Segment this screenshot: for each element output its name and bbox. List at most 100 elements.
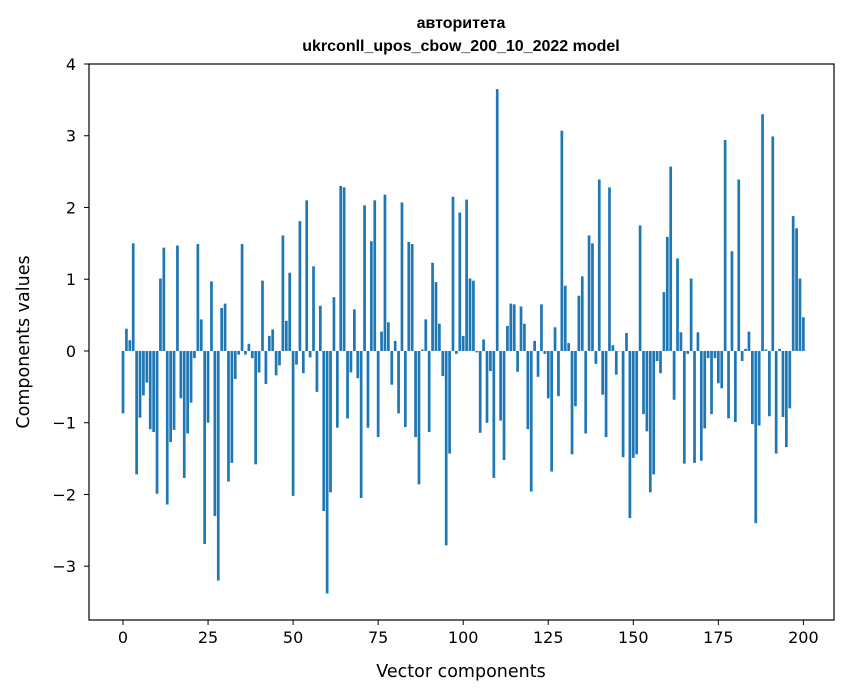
bar-172 (706, 350, 710, 359)
bar-116 (516, 350, 519, 372)
y-tick-label: −2 (52, 485, 76, 504)
bar-72 (366, 350, 370, 428)
bar-34 (237, 350, 241, 355)
bar-99 (458, 212, 462, 351)
bar-22 (196, 244, 200, 351)
bar-149 (628, 350, 632, 519)
y-tick-label: 2 (66, 198, 76, 217)
bar-160 (665, 236, 669, 351)
bar-130 (563, 285, 567, 351)
bar-178 (727, 350, 730, 419)
bar-98 (455, 350, 458, 354)
bar-153 (642, 350, 645, 415)
bar-175 (716, 350, 720, 384)
y-tick-label: 0 (66, 342, 76, 361)
bar-139 (594, 350, 598, 364)
bar-19 (186, 350, 190, 434)
x-tick-label: 75 (368, 628, 388, 647)
bar-67 (349, 350, 353, 373)
bar-80 (393, 340, 397, 351)
bar-21 (193, 350, 196, 359)
bar-169 (696, 332, 700, 351)
bar-45 (274, 350, 278, 376)
bar-79 (390, 350, 394, 385)
bar-111 (499, 350, 502, 421)
bar-129 (560, 130, 564, 351)
bar-128 (557, 350, 560, 397)
bar-82 (400, 202, 404, 351)
bar-64 (339, 185, 343, 351)
bar-92 (434, 282, 438, 351)
bar-2 (128, 340, 132, 351)
bar-37 (247, 343, 251, 351)
bar-75 (376, 350, 380, 438)
bar-9 (152, 350, 155, 433)
y-tick-label: −3 (52, 557, 76, 576)
bar-182 (740, 350, 744, 362)
bar-143 (608, 187, 611, 351)
bar-53 (301, 350, 305, 374)
bar-78 (387, 322, 390, 351)
bar-141 (601, 350, 605, 395)
bar-81 (397, 350, 400, 414)
bar-177 (723, 140, 727, 351)
bar-105 (478, 350, 482, 433)
bar-51 (295, 350, 298, 365)
bar-131 (567, 343, 571, 351)
bar-132 (570, 350, 574, 455)
bars-group (121, 89, 805, 594)
bar-35 (240, 244, 244, 351)
bar-84 (407, 241, 411, 351)
bar-32 (230, 350, 234, 463)
bar-10 (155, 350, 159, 494)
bar-24 (203, 350, 207, 544)
bar-136 (584, 350, 588, 434)
bar-59 (322, 350, 326, 511)
bar-104 (475, 350, 479, 353)
bar-183 (744, 348, 747, 351)
bar-165 (682, 350, 686, 464)
bar-49 (288, 272, 292, 351)
bar-118 (523, 323, 526, 351)
x-tick-label: 125 (533, 628, 564, 647)
bar-13 (165, 350, 169, 505)
bar-126 (550, 350, 554, 472)
bar-123 (540, 304, 543, 351)
bar-3 (131, 243, 135, 351)
y-tick-label: −1 (52, 414, 76, 433)
bar-28 (216, 350, 220, 581)
bar-68 (352, 309, 356, 351)
bar-44 (271, 329, 275, 351)
bar-147 (621, 350, 625, 458)
x-tick-label: 100 (448, 628, 479, 647)
bar-193 (778, 348, 781, 351)
bar-159 (662, 292, 666, 351)
bar-196 (788, 350, 792, 409)
bar-58 (318, 305, 322, 351)
bar-135 (580, 276, 584, 351)
y-tick-label: 3 (66, 127, 76, 146)
bar-30 (223, 303, 227, 351)
bar-41 (261, 280, 264, 351)
bar-156 (652, 350, 656, 475)
bar-163 (676, 258, 679, 351)
bar-142 (604, 350, 608, 438)
bar-101 (465, 199, 468, 351)
bar-171 (703, 350, 707, 429)
bar-170 (699, 350, 703, 461)
bar-112 (502, 350, 506, 461)
bar-194 (781, 350, 785, 417)
bar-29 (220, 307, 224, 351)
bar-18 (182, 350, 186, 478)
bar-33 (233, 350, 237, 379)
bar-76 (380, 331, 383, 351)
bar-120 (529, 350, 533, 492)
bar-60 (325, 350, 329, 594)
bar-83 (404, 350, 407, 428)
bar-57 (315, 350, 319, 392)
bar-109 (492, 350, 496, 478)
x-axis-label: Vector components (376, 662, 545, 682)
bar-100 (461, 335, 465, 351)
bar-12 (162, 247, 166, 351)
bar-167 (689, 278, 693, 351)
